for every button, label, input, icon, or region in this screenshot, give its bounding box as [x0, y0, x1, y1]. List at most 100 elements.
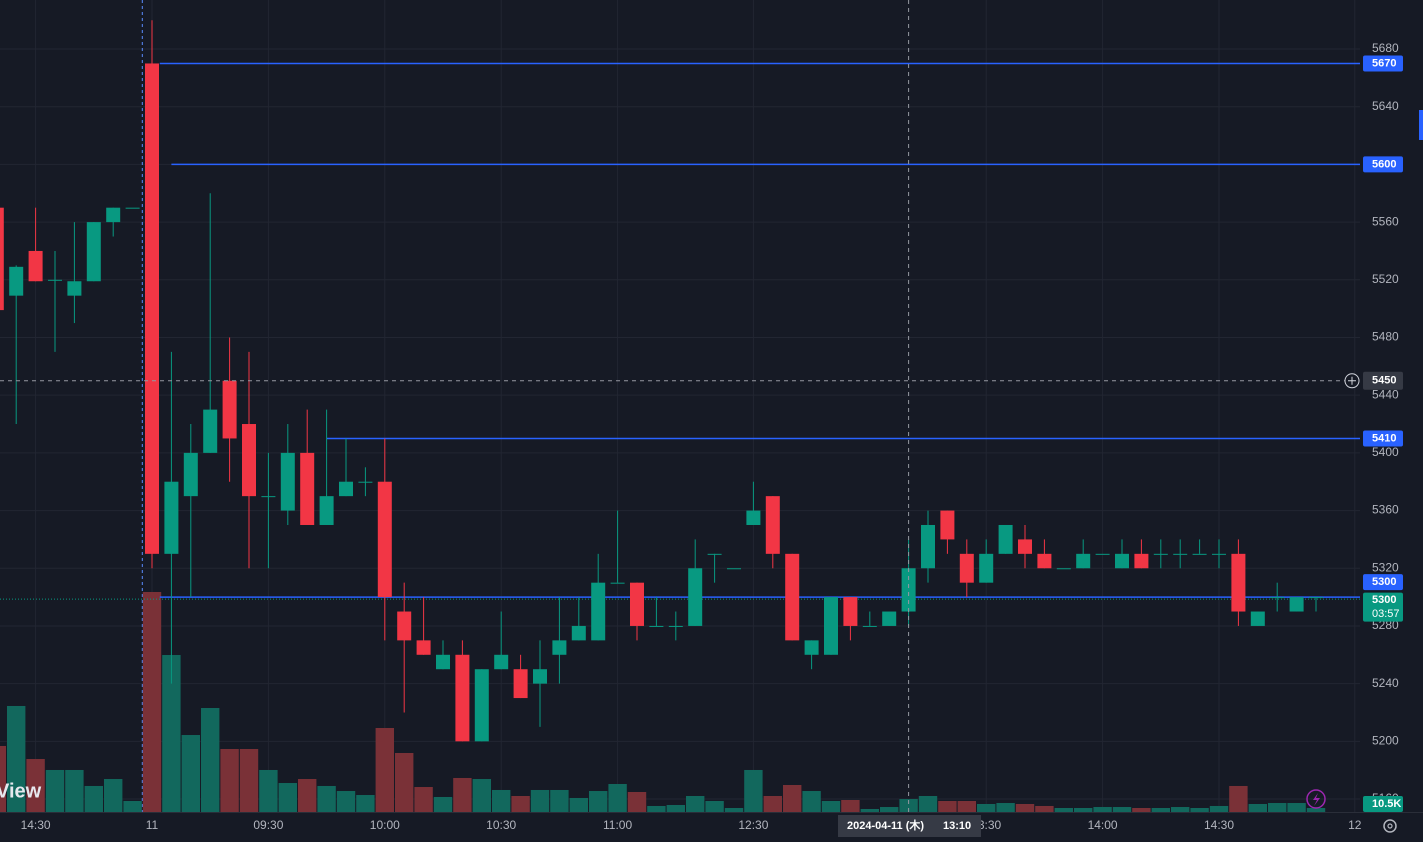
line-layer — [0, 62, 1360, 600]
volume-layer — [0, 592, 1326, 812]
candle-body — [358, 481, 373, 483]
volume-bar — [0, 745, 6, 812]
candle-body — [533, 669, 547, 684]
candle-body — [1309, 597, 1323, 599]
candle-body — [765, 496, 780, 554]
candle-body — [86, 222, 101, 282]
volume-bar — [511, 796, 530, 812]
candle-body — [1289, 597, 1304, 612]
x-tick-label: 10:30 — [486, 818, 516, 832]
x-tick-label: 14:30 — [21, 818, 51, 832]
candle-body — [882, 611, 897, 626]
x-tick-label: 10:00 — [370, 818, 400, 832]
candle-body — [610, 582, 625, 584]
volume-bar — [569, 797, 588, 812]
volume-bar — [317, 785, 336, 812]
y-tick-label: 5320 — [1372, 560, 1399, 574]
candle-body — [649, 625, 664, 627]
candle-body — [824, 597, 838, 655]
candle-body — [48, 279, 62, 281]
candle-body — [940, 510, 955, 540]
volume-bar — [162, 655, 181, 812]
candle-body — [183, 452, 198, 497]
candle-body — [921, 524, 935, 569]
candle-body — [998, 524, 1013, 554]
line-label-box — [1363, 574, 1403, 591]
candle-body — [319, 496, 334, 525]
volume-bar — [1093, 807, 1112, 812]
volume-bar — [201, 708, 220, 812]
volume-bar — [220, 748, 239, 812]
candle-body — [28, 250, 43, 282]
volume-bar — [336, 791, 356, 812]
y-tick-label: 5440 — [1372, 387, 1399, 401]
icon-gear-center — [1387, 823, 1393, 829]
volume-bar — [26, 759, 45, 812]
candle-body — [727, 568, 741, 570]
line-label: 5410 — [1372, 432, 1396, 444]
volume-bar — [1306, 808, 1326, 812]
crosshair-add-plus — [1348, 376, 1356, 385]
settings-icon[interactable] — [1383, 819, 1397, 833]
candle-body — [145, 63, 159, 554]
y-tick-label: 5480 — [1372, 330, 1399, 344]
candle-body — [455, 654, 470, 742]
x-tick-label: 09:30 — [253, 818, 283, 832]
candle-body — [630, 582, 644, 626]
volume-bar — [899, 799, 918, 812]
candle-body — [513, 669, 528, 699]
volume-bar — [1132, 808, 1151, 812]
icon-bolt — [1313, 793, 1320, 806]
candle-body — [436, 654, 450, 670]
candle-body — [1095, 553, 1110, 555]
crosshair-date: 2024-04-11 (木) — [847, 818, 924, 832]
x-tick-label: 14:30 — [1204, 818, 1234, 832]
candle-body — [668, 625, 683, 627]
y-tick-label: 5280 — [1372, 618, 1399, 632]
axis-labels: 5160520052405280532053605400544054805520… — [21, 41, 1403, 837]
candle-body — [9, 266, 24, 296]
volume-bar — [1190, 808, 1209, 812]
candle-body — [0, 207, 4, 311]
watermark: View — [0, 780, 42, 802]
volume-bar — [1268, 803, 1287, 812]
candle-body — [339, 481, 353, 497]
candle-body — [1231, 553, 1246, 612]
candle-body — [1212, 553, 1226, 555]
volume-bar — [530, 789, 550, 812]
volume-bar — [375, 728, 394, 812]
x-tick-label: 11 — [146, 818, 159, 832]
candle-body — [959, 553, 974, 583]
volume-bar — [996, 803, 1015, 812]
volume-label-box — [1363, 796, 1403, 812]
candle-body — [1173, 553, 1188, 555]
candle-body — [804, 640, 819, 655]
crosshair-price-label: 5450 — [1372, 375, 1396, 387]
last-price-label: 5300 — [1372, 594, 1396, 606]
volume-bar — [841, 800, 860, 812]
icon-circle — [1306, 789, 1326, 809]
candle-body — [242, 424, 256, 497]
volume-bar — [433, 796, 453, 812]
line-label: 5300 — [1372, 576, 1396, 588]
candle-body — [1192, 553, 1207, 555]
candle-body — [571, 625, 586, 641]
volume-bar — [142, 592, 162, 812]
candle-body — [1250, 611, 1265, 626]
candle-body — [377, 481, 392, 598]
volume-bar — [938, 800, 957, 812]
candle-body — [1134, 553, 1149, 569]
candle-body — [591, 582, 606, 641]
volume-bar — [123, 800, 142, 812]
volume-bar — [414, 787, 433, 812]
volume-bar — [1209, 805, 1229, 812]
volume-bar — [84, 785, 103, 812]
x-tick-label: 12 — [1348, 818, 1362, 832]
volume-bar — [356, 795, 375, 812]
volume-bar — [763, 796, 782, 812]
volume-bar — [802, 791, 821, 812]
lightning-icon[interactable] — [1306, 789, 1326, 809]
candle-body — [1270, 597, 1285, 599]
volume-bar — [492, 789, 511, 812]
